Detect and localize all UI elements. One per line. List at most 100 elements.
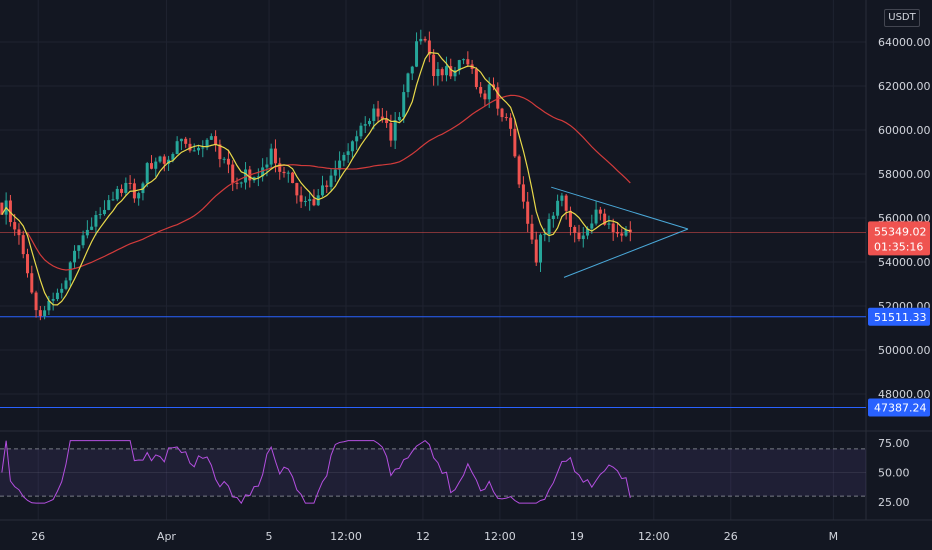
time-tick-label: 12 — [416, 530, 430, 543]
candle-body — [94, 215, 98, 227]
candle-body — [51, 299, 55, 301]
candle-body — [359, 125, 363, 137]
candle-body — [590, 223, 594, 229]
candle-body — [346, 151, 350, 155]
candle-body — [21, 235, 25, 255]
candle-body — [214, 136, 218, 145]
time-tick-label: 12:00 — [484, 530, 516, 543]
candle-body — [8, 200, 12, 223]
candle-body — [47, 300, 51, 311]
time-tick-label: 12:00 — [330, 530, 362, 543]
candle-body — [286, 172, 290, 174]
candle-body — [568, 210, 572, 227]
candle-body — [312, 199, 316, 206]
candle-body — [299, 195, 303, 202]
candle-body — [372, 108, 376, 121]
candle-body — [586, 228, 590, 236]
price-tick-label: 50000.00 — [878, 344, 931, 357]
candle-body — [479, 87, 483, 94]
candle-body — [611, 223, 615, 233]
candle-body — [90, 226, 94, 230]
candle-body — [162, 156, 166, 164]
candle-body — [278, 163, 282, 172]
candle-body — [556, 200, 560, 216]
candle-body — [137, 193, 141, 199]
candle-body — [303, 201, 307, 203]
candle-body — [282, 171, 286, 174]
candle-body — [192, 150, 196, 152]
candle-body — [603, 213, 607, 225]
candle-body — [397, 116, 401, 121]
candle-body — [107, 200, 111, 210]
candle-body — [111, 199, 115, 201]
candle-body — [329, 175, 333, 187]
candle-body — [291, 172, 295, 184]
candle-body — [17, 229, 21, 236]
candle-body — [261, 167, 265, 177]
candle-body — [436, 69, 440, 77]
level-tag-label: 47387.24 — [874, 401, 927, 414]
candle-body — [226, 158, 230, 165]
candle-body — [547, 219, 551, 235]
level-tag-label: 51511.33 — [874, 311, 927, 324]
candle-body — [222, 158, 226, 160]
price-tick-label: 54000.00 — [878, 256, 931, 269]
time-tick-label: 26 — [31, 530, 45, 543]
candle-body — [60, 288, 64, 293]
candle-body — [30, 273, 34, 293]
level-tag — [868, 307, 930, 326]
candle-body — [419, 38, 423, 42]
long-moving-average — [26, 94, 631, 271]
candle-body — [218, 144, 222, 160]
candle-body — [355, 136, 359, 142]
candle-body — [453, 70, 457, 77]
candle-body — [154, 161, 158, 169]
price-tick-label: 48000.00 — [878, 388, 931, 401]
candle-body — [376, 108, 380, 117]
candle-body — [128, 182, 132, 184]
candle-body — [526, 201, 530, 224]
candle-body — [487, 84, 491, 100]
candle-body — [158, 156, 162, 162]
currency-label: USDT — [884, 9, 920, 27]
candle-body — [491, 84, 495, 88]
candle-body — [124, 182, 128, 193]
candle-body — [415, 41, 419, 67]
candle-body — [145, 163, 149, 184]
candle-body — [201, 147, 205, 149]
candle-body — [115, 188, 119, 200]
candle-body — [513, 128, 517, 157]
triangle-lower-line — [563, 228, 689, 278]
candle-body — [385, 118, 389, 124]
candle-body — [325, 185, 329, 187]
rsi-tick-label: 75.00 — [878, 437, 910, 450]
candle-body — [64, 280, 68, 289]
candle-body — [577, 232, 581, 240]
candle-body — [269, 148, 273, 165]
candle-body — [43, 310, 47, 317]
candle-body — [235, 182, 239, 184]
candle-body — [427, 40, 431, 55]
candle-body — [406, 73, 410, 93]
candle-body — [68, 262, 72, 281]
candle-body — [449, 66, 453, 77]
candle-body — [483, 93, 487, 100]
candle-body — [320, 185, 324, 196]
candle-body — [573, 226, 577, 233]
candle-body — [231, 164, 235, 183]
candle-body — [295, 183, 299, 196]
candle-body — [402, 92, 406, 117]
candle-body — [615, 232, 619, 234]
candle-body — [244, 169, 248, 183]
time-tick-label: 5 — [266, 530, 273, 543]
candle-body — [534, 239, 538, 263]
candle-body — [149, 163, 153, 169]
countdown-label: 01:35:16 — [874, 240, 923, 253]
candle-body — [410, 66, 414, 74]
rsi-line — [1, 440, 631, 505]
candle-body — [363, 124, 367, 126]
triangle-upper-line — [551, 186, 689, 230]
candle-body — [620, 233, 624, 236]
candle-body — [98, 214, 102, 216]
